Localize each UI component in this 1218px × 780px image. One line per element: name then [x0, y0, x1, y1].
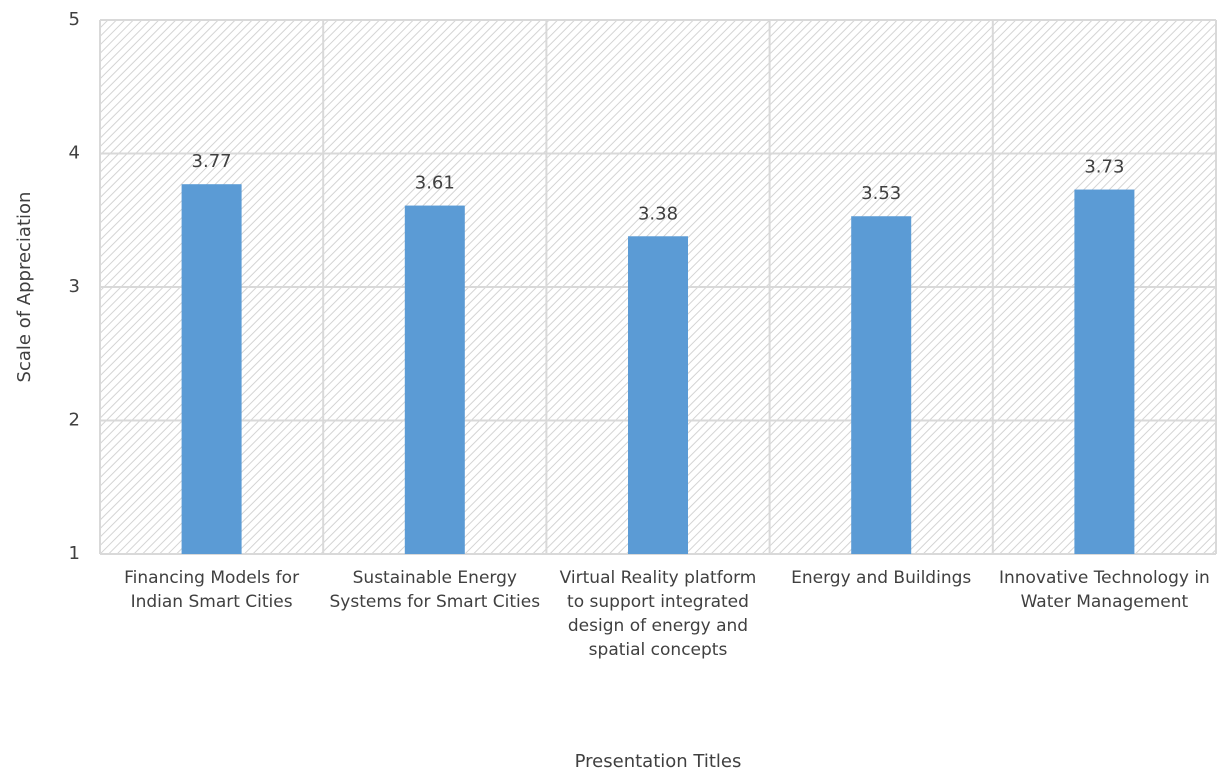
y-axis-label: Scale of Appreciation: [14, 192, 35, 383]
bar: [628, 236, 688, 554]
bar: [851, 216, 912, 554]
data-label: 3.53: [861, 183, 901, 204]
data-label: 3.73: [1084, 157, 1124, 178]
y-tick-label: 2: [69, 410, 80, 431]
data-label: 3.77: [192, 151, 232, 172]
bar: [404, 205, 465, 554]
x-tick-label: Energy and Buildings: [791, 568, 972, 588]
y-tick-label: 5: [69, 9, 80, 30]
x-axis-label: Presentation Titles: [575, 751, 742, 772]
data-label: 3.61: [415, 173, 455, 194]
y-tick-label: 4: [69, 143, 80, 164]
x-tick-label: Virtual Reality platform to support inte…: [559, 568, 757, 660]
x-tick-label: Sustainable Energy Systems for Smart Cit…: [329, 568, 541, 612]
data-label: 3.38: [638, 203, 678, 224]
x-tick-label: Innovative Technology in Water Managemen…: [998, 568, 1210, 612]
x-tick-label: Financing Models for Indian Smart Cities: [124, 568, 300, 612]
bar: [1074, 189, 1135, 555]
bar: [181, 184, 242, 554]
y-tick-label: 3: [69, 276, 80, 297]
y-tick-label: 1: [69, 543, 80, 564]
